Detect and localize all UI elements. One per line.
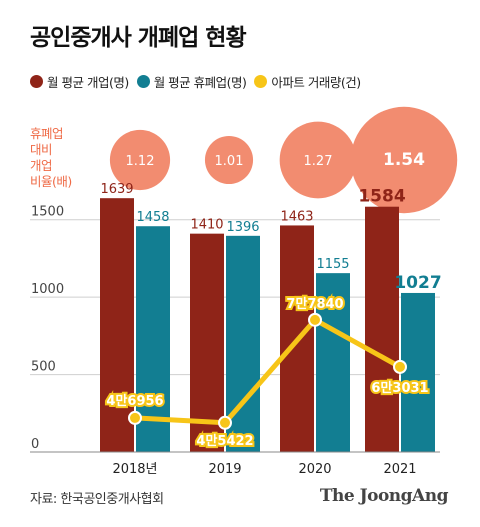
bar-label-close-1: 1396 <box>226 220 259 235</box>
legend: 월 평균 개업(명) 월 평균 휴폐업(명) 아파트 거래량(건) <box>30 72 369 91</box>
bar-label-close-0: 1458 <box>136 210 169 225</box>
trade-label-3: 6만3031 <box>371 380 428 396</box>
ratio-value-2: 1.27 <box>304 154 333 169</box>
ratio-circle-2 <box>279 121 357 199</box>
bar-close-0 <box>136 226 170 452</box>
bar-close-2 <box>316 273 350 452</box>
bar-label-close-2: 1155 <box>316 257 349 272</box>
ratio-circle-0 <box>109 129 171 191</box>
x-tick-label-0: 2018년 <box>112 462 157 477</box>
bar-label-open-0: 1639 <box>100 182 133 197</box>
legend-item-trade: 아파트 거래량(건) <box>254 72 361 91</box>
ratio-label-line-2: 대비 <box>30 142 53 157</box>
y-tick-label-1500: 1500 <box>31 205 64 220</box>
x-tick-label-1: 2019 <box>208 462 241 477</box>
legend-swatch-close <box>136 75 150 88</box>
ratio-value-0: 1.12 <box>126 154 155 169</box>
brand-logo: The JoongAng <box>319 486 449 506</box>
bar-open-1 <box>190 233 224 452</box>
bar-open-0 <box>100 198 134 452</box>
bar-label-open-2: 1463 <box>280 209 313 224</box>
trade-line <box>134 317 402 426</box>
legend-swatch-open <box>30 75 43 88</box>
legend-label-open: 월 평균 개업(명) <box>47 75 129 90</box>
legend-item-open: 월 평균 개업(명) <box>30 72 129 91</box>
ratio-value-3: 1.54 <box>383 150 425 170</box>
legend-label-close: 월 평균 휴폐업(명) <box>153 75 247 90</box>
x-tick-label-3: 2021 <box>383 462 416 477</box>
legend-item-close: 월 평균 휴폐업(명) <box>136 72 247 91</box>
y-tick-label-500: 500 <box>31 360 56 375</box>
bar-close-3 <box>401 292 435 452</box>
ratio-label: 휴폐업 대비 개업 비율(배) <box>30 126 94 190</box>
chart-title: 공인중개사 개폐업 현황 <box>30 25 247 51</box>
bar-open-3 <box>365 206 399 452</box>
ratio-label-line-3: 개업 <box>30 158 53 173</box>
ratio-value-1: 1.01 <box>215 154 244 169</box>
ratio-label-line-4: 비율(배) <box>30 174 72 189</box>
ratio-circle-1 <box>204 135 254 185</box>
y-tick-label-1000: 1000 <box>31 282 64 297</box>
bar-label-open-1: 1410 <box>190 218 223 233</box>
x-tick-label-2: 2020 <box>298 462 331 477</box>
legend-label-trade: 아파트 거래량(건) <box>271 75 361 90</box>
trade-point-0 <box>128 410 142 425</box>
trade-point-1 <box>218 415 232 430</box>
bar-label-close-3: 1027 <box>394 273 441 293</box>
trade-label-0: 4만6956 <box>106 393 163 409</box>
bar-label-open-3: 1584 <box>358 187 405 207</box>
trade-point-2 <box>308 312 322 327</box>
ratio-circle-3 <box>350 106 458 214</box>
trade-label-2: 7만7840 <box>286 296 343 312</box>
source-note: 자료: 한국공인중개사협회 <box>30 492 164 507</box>
y-tick-label-0: 0 <box>31 437 39 452</box>
trade-label-1: 4만5422 <box>196 433 253 449</box>
trade-point-3 <box>393 359 407 374</box>
legend-swatch-trade <box>254 75 268 88</box>
ratio-label-line-1: 휴폐업 <box>30 126 64 141</box>
